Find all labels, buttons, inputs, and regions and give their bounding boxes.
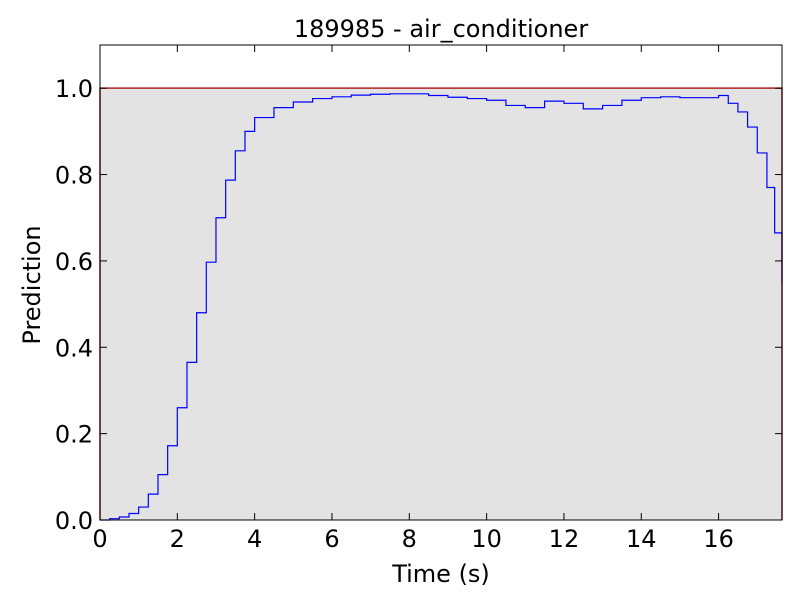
- y-tick-label: 0.4: [55, 334, 93, 362]
- y-tick-label: 0.2: [55, 421, 93, 449]
- ground-truth-layer: [99, 87, 783, 520]
- x-tick-label: 8: [402, 525, 417, 553]
- series-layer: [100, 93, 783, 521]
- y-tick-label: 0.0: [55, 507, 93, 535]
- x-tick-label: 0: [92, 525, 107, 553]
- x-tick-label: 16: [703, 525, 734, 553]
- x-tick-label: 12: [549, 525, 580, 553]
- x-axis: 0 2 4 6 8 10 12 14 16: [92, 45, 734, 553]
- y-tick-label: 0.8: [55, 162, 93, 190]
- x-tick-label: 4: [247, 525, 262, 553]
- x-axis-title: Time (s): [391, 560, 490, 588]
- y-tick-label: 1.0: [55, 75, 93, 103]
- x-tick-label: 10: [471, 525, 502, 553]
- x-tick-label: 14: [626, 525, 657, 553]
- y-axis: 0.0 0.2 0.4 0.6 0.8 1.0: [55, 75, 782, 535]
- x-tick-label: 6: [324, 525, 339, 553]
- chart-title: 189985 - air_conditioner: [294, 15, 589, 43]
- plot-frame: [99, 44, 783, 521]
- x-tick-label: 2: [170, 525, 185, 553]
- y-tick-label: 0.6: [55, 248, 93, 276]
- y-axis-title: Prediction: [18, 225, 46, 344]
- prediction-series-line: [100, 93, 783, 521]
- ground-truth-fill: [100, 88, 782, 520]
